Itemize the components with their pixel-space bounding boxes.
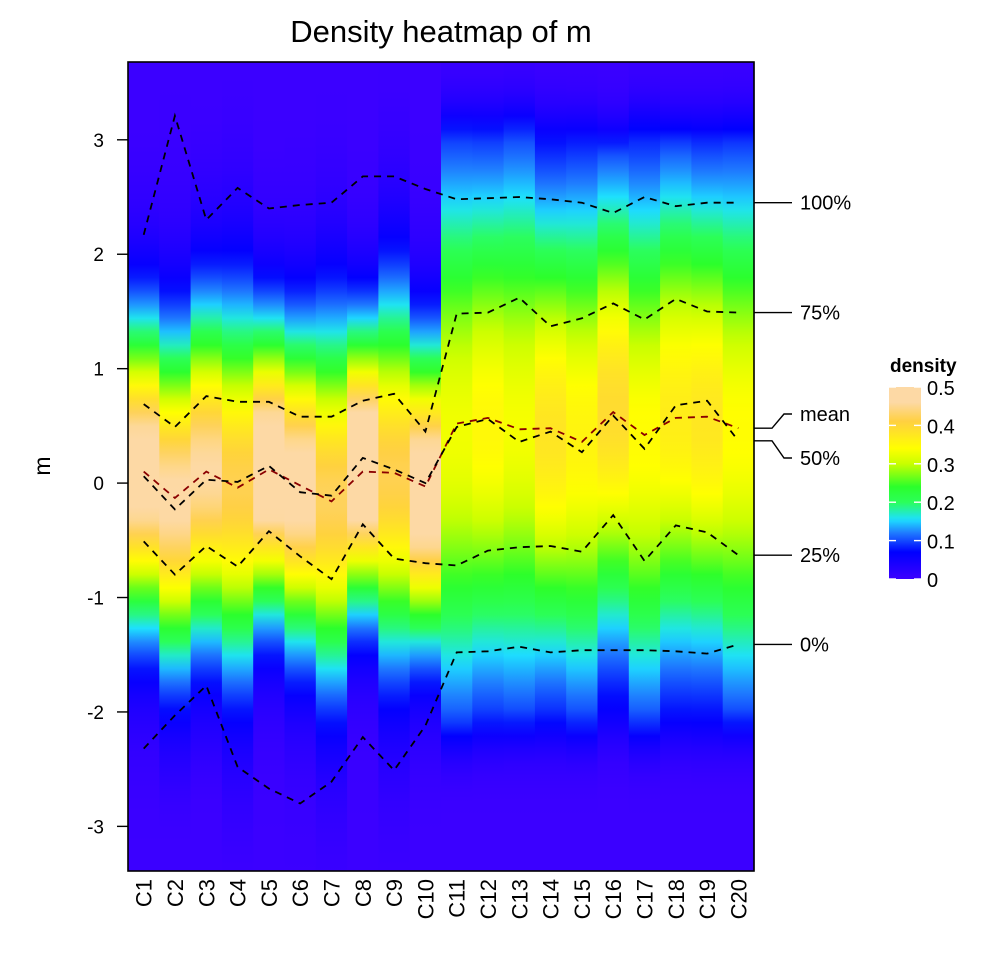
x-tick-label: C20: [726, 879, 751, 919]
line-25pct: [143, 513, 739, 581]
x-tick-label: C5: [257, 879, 282, 907]
heatmap-column-C11: [441, 62, 473, 871]
quantile-label: 100%: [800, 193, 851, 215]
heatmap-columns: [128, 62, 755, 871]
line-mean: [143, 410, 739, 503]
quantile-labels: 100% 75% mean 50% 25% 0%: [754, 193, 851, 656]
y-tick-label: -2: [87, 703, 104, 724]
heatmap-column-C20: [722, 62, 755, 871]
density-legend: density 0.5 0.4 0.3 0.2 0.1 0: [889, 356, 957, 592]
heatmap-column-C14: [534, 62, 567, 871]
legend-tick-label: 0.5: [927, 378, 955, 400]
quantile-label: 0%: [800, 634, 829, 656]
quantile-label: mean: [800, 404, 850, 426]
line-75pct: [143, 296, 739, 434]
x-tick-label: C11: [445, 879, 470, 918]
legend-tick-label: 0: [927, 570, 938, 592]
chart-title: Density heatmap of m: [290, 14, 592, 49]
heatmap-column-C10: [409, 62, 442, 871]
line-0pct: [143, 643, 739, 805]
x-axis: C1 C2 C3 C4 C5 C6 C7 C8 C9 C10 C11 C12 C13 C14 C15 C16 C…: [132, 879, 752, 919]
x-tick-label: C10: [413, 879, 438, 919]
x-tick-label: C12: [476, 879, 501, 919]
heatmap-column-C19: [691, 62, 724, 871]
x-tick-label: C2: [163, 879, 188, 907]
heatmap-column-C7: [315, 62, 348, 871]
y-axis-label: m: [29, 456, 55, 475]
x-tick-label: C8: [351, 879, 376, 907]
x-tick-label: C18: [664, 879, 689, 919]
heatmap-column-C4: [221, 62, 254, 871]
legend-tick-label: 0.4: [927, 416, 955, 438]
legend-color-bar: [889, 387, 921, 579]
heatmap-column-C13: [503, 62, 536, 871]
quantile-lines: [142, 112, 740, 805]
heatmap-column-C5: [253, 62, 286, 871]
heatmap-column-C9: [378, 62, 411, 871]
quantile-label: 50%: [800, 448, 840, 470]
y-tick-label: -3: [87, 817, 104, 838]
legend-tick-label: 0.3: [927, 455, 955, 477]
line-100pct: [142, 112, 739, 236]
x-tick-label: C7: [320, 879, 345, 907]
y-tick-label: 3: [93, 131, 104, 152]
x-tick-label: C3: [194, 879, 219, 907]
x-tick-label: C19: [695, 879, 720, 919]
plot-frame: [127, 61, 755, 872]
x-tick-label: C14: [539, 879, 564, 919]
y-tick-label: 0: [93, 474, 104, 495]
y-tick-label: 2: [93, 245, 104, 266]
heatmap-column-C17: [628, 62, 661, 871]
x-tick-label: C6: [288, 879, 313, 907]
x-tick-label: C17: [633, 879, 658, 919]
heatmap-column-C15: [566, 62, 599, 871]
x-tick-label: C13: [507, 879, 532, 919]
heatmap-column-C6: [284, 62, 317, 871]
x-tick-label: C1: [132, 879, 157, 907]
x-tick-label: C9: [382, 879, 407, 907]
x-tick-label: C16: [601, 879, 626, 919]
legend-tick-label: 0.1: [927, 532, 955, 554]
legend-title: density: [890, 356, 957, 377]
heatmap-column-C18: [660, 62, 692, 871]
y-tick-label: -1: [87, 589, 104, 610]
heatmap-column-C2: [159, 62, 192, 871]
y-axis: 3 2 1 0 -1 -2 -3: [87, 131, 128, 838]
leader-line: [754, 440, 792, 459]
heatmap-column-C8: [347, 62, 379, 871]
heatmap-column-C16: [597, 62, 630, 871]
heatmap-column-C3: [190, 62, 223, 871]
quantile-label: 25%: [800, 545, 840, 567]
quantile-label: 75%: [800, 303, 840, 325]
x-tick-label: C15: [570, 879, 595, 919]
heatmap-column-C12: [472, 62, 505, 871]
legend-tick-label: 0.2: [927, 493, 955, 515]
x-tick-label: C4: [226, 879, 251, 907]
leader-line: [754, 413, 792, 429]
y-tick-label: 1: [93, 360, 104, 381]
heatmap-column-C1: [128, 62, 160, 871]
